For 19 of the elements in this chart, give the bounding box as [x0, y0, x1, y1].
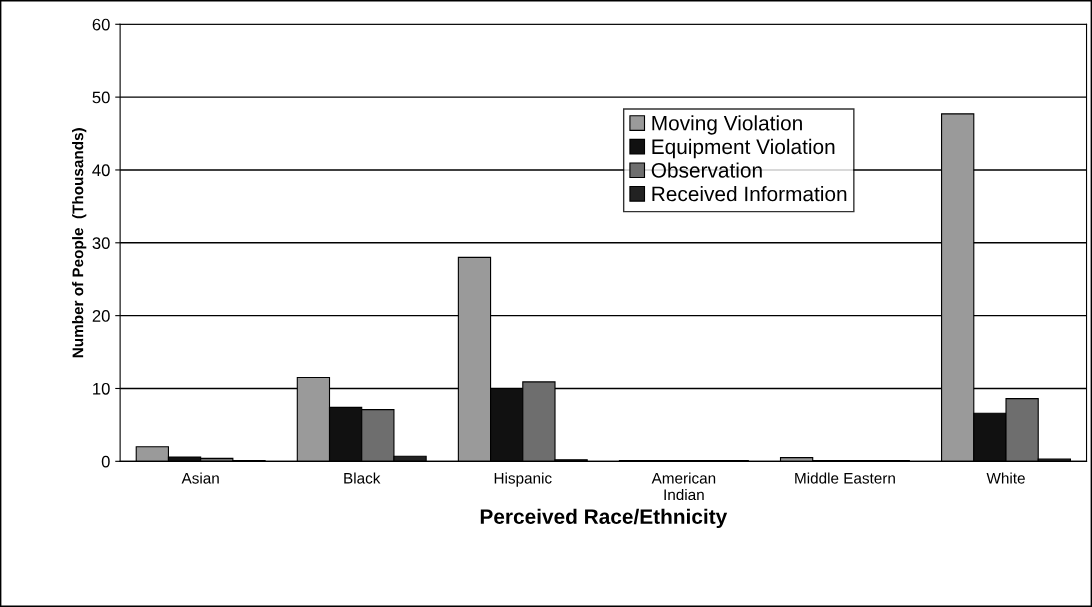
y-tick-label: 10: [93, 382, 110, 395]
y-tick-label: 40: [92, 164, 110, 177]
legend-label: Observation: [651, 162, 762, 178]
y-tick-label: 50: [92, 91, 110, 104]
y-axis-title: Number of People (Thousands): [72, 128, 87, 358]
y-tick-label: 20: [92, 310, 110, 322]
y-tick-label: 0: [101, 455, 110, 468]
legend-label: Received Information: [652, 186, 847, 202]
y-tick-label: 30: [92, 237, 110, 249]
x-tick-label: Asian: [181, 472, 219, 484]
x-tick-label: White: [986, 472, 1025, 484]
legend-label: Moving Violation: [652, 115, 802, 135]
x-tick-label: Middle Eastern: [795, 472, 895, 484]
x-tick-label: Hispanic: [494, 472, 552, 487]
x-axis-title: Perceived Race/Ethnicity: [480, 508, 728, 529]
legend-label: Equipment Violation: [652, 138, 835, 159]
x-tick-label: Black: [344, 472, 381, 484]
y-tick-label: 60: [92, 18, 110, 31]
x-tick-label: American Indian: [651, 472, 716, 501]
